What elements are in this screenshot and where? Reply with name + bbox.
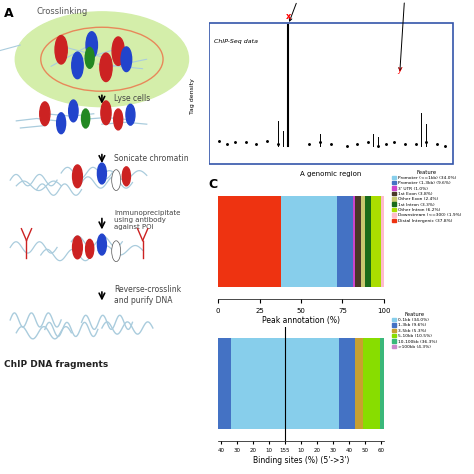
Point	[433, 140, 441, 148]
Bar	[381, 196, 384, 287]
Legend: 0-1kb (34.0%), 1-3kb (9.6%), 3-5kb (5.3%), 5-10kb (10.5%), 10-100kb (36.3%), >10: 0-1kb (34.0%), 1-3kb (9.6%), 3-5kb (5.3%…	[391, 310, 438, 351]
Point	[253, 140, 260, 148]
Bar	[438, 338, 445, 429]
Point	[343, 142, 350, 150]
Bar	[371, 196, 381, 287]
Bar	[380, 338, 438, 429]
Point	[215, 137, 223, 145]
Text: Sonicate chromatin: Sonicate chromatin	[114, 155, 189, 163]
Point	[412, 140, 419, 148]
Circle shape	[98, 234, 106, 255]
Text: Background Noise: Background Noise	[373, 0, 437, 71]
Bar	[126, 338, 132, 429]
Bar	[339, 338, 355, 429]
Text: y: y	[397, 65, 402, 74]
Circle shape	[73, 236, 82, 259]
Bar	[353, 196, 355, 287]
Point	[223, 140, 231, 148]
Circle shape	[69, 100, 78, 122]
Bar	[355, 338, 363, 429]
Bar	[190, 338, 207, 429]
Point	[364, 139, 372, 146]
Point	[401, 140, 409, 148]
Circle shape	[112, 241, 121, 262]
Point	[383, 140, 390, 148]
Text: Immunoprecipitate
using antibody
against POI: Immunoprecipitate using antibody against…	[114, 210, 181, 230]
Point	[263, 137, 271, 145]
Bar	[231, 338, 285, 429]
Circle shape	[98, 163, 106, 184]
Bar	[363, 338, 380, 429]
Bar	[218, 196, 281, 287]
Text: A genomic region: A genomic region	[300, 171, 361, 177]
FancyBboxPatch shape	[209, 23, 453, 164]
X-axis label: Binding sites (%) (5'->3'): Binding sites (%) (5'->3')	[253, 456, 349, 465]
Circle shape	[86, 239, 94, 258]
Text: Tag density: Tag density	[190, 78, 195, 114]
Bar	[355, 196, 361, 287]
Point	[441, 142, 448, 150]
Text: ChIP DNA fragments: ChIP DNA fragments	[4, 360, 109, 369]
Bar	[365, 196, 371, 287]
Point	[242, 139, 249, 146]
Circle shape	[85, 47, 94, 68]
Text: x: x	[285, 12, 291, 21]
Circle shape	[100, 53, 112, 82]
Point	[354, 140, 361, 148]
Point	[374, 142, 382, 150]
Circle shape	[73, 165, 82, 188]
Circle shape	[126, 104, 135, 125]
Circle shape	[112, 37, 124, 65]
Text: ChIP-Seq data: ChIP-Seq data	[214, 39, 258, 44]
Circle shape	[122, 167, 130, 186]
Bar	[132, 338, 190, 429]
Bar	[337, 196, 353, 287]
Circle shape	[101, 101, 111, 125]
Circle shape	[86, 32, 98, 58]
Point	[231, 139, 239, 146]
Text: Lyse cells: Lyse cells	[114, 94, 150, 103]
Point	[274, 140, 282, 148]
Bar	[216, 338, 231, 429]
Text: Reverse-crosslink
and purify DNA: Reverse-crosslink and purify DNA	[114, 285, 181, 304]
Circle shape	[121, 47, 132, 72]
X-axis label: Peak annotation (%): Peak annotation (%)	[262, 317, 340, 326]
Legend: Promoter (<=1kb) (34.0%), Promoter (1-3kb) (9.6%), 3' UTR (1.0%), 1st Exon (3.8%: Promoter (<=1kb) (34.0%), Promoter (1-3k…	[391, 168, 463, 225]
Bar	[281, 196, 337, 287]
Circle shape	[112, 170, 121, 191]
Point	[422, 139, 430, 146]
Circle shape	[57, 113, 65, 134]
Bar	[285, 338, 339, 429]
Bar	[207, 338, 216, 429]
Text: A: A	[4, 7, 14, 20]
Text: Crosslinking: Crosslinking	[36, 7, 88, 16]
Ellipse shape	[15, 12, 189, 107]
Circle shape	[72, 52, 83, 79]
Point	[391, 139, 398, 146]
Circle shape	[82, 109, 90, 128]
Circle shape	[55, 36, 67, 64]
Point	[306, 140, 313, 148]
Bar	[361, 196, 365, 287]
Circle shape	[40, 102, 50, 126]
Text: ChIP enrichment (signal): ChIP enrichment (signal)	[256, 0, 343, 21]
Point	[316, 139, 324, 146]
Point	[327, 140, 335, 148]
Circle shape	[114, 109, 123, 130]
Text: C: C	[209, 178, 218, 191]
Text: B: B	[206, 0, 215, 1]
